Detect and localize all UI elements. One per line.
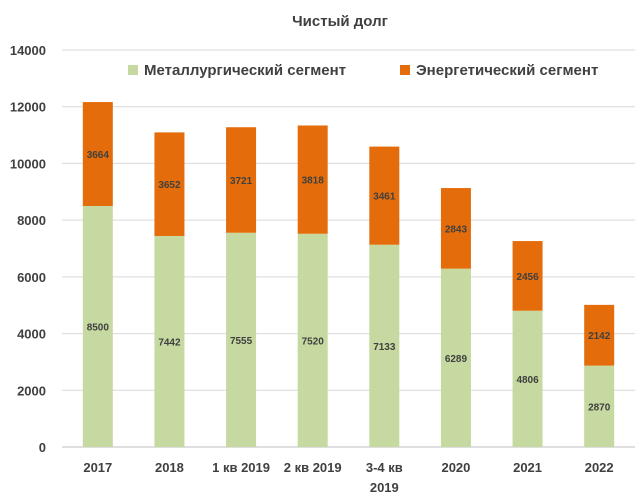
bar-metallurgical [82, 205, 113, 447]
data-label: 2843 [445, 224, 468, 235]
bar-metallurgical [226, 232, 257, 447]
grid-lines [62, 49, 635, 448]
bar-metallurgical [584, 365, 615, 447]
legend: Металлургический сегмент Энергетический с… [128, 62, 598, 79]
bar-metallurgical [154, 235, 185, 447]
data-label: 7442 [158, 337, 181, 348]
x-tick-label: 3-4 кв [366, 460, 403, 475]
data-label: 3818 [302, 176, 325, 187]
bar-energy [226, 127, 257, 233]
data-label: 3721 [230, 176, 253, 187]
data-labels: 8500 3664 7442 3652 7555 3721 7520 3818 7133 3461… [87, 150, 611, 413]
legend-swatch [128, 65, 138, 75]
legend-label: Металлургический сегмент [144, 62, 346, 79]
y-tick-label: 14000 [10, 43, 46, 58]
y-tick-label: 6000 [17, 270, 46, 285]
data-label: 8500 [87, 322, 110, 333]
data-label: 2142 [588, 331, 611, 342]
bar-energy [440, 188, 471, 269]
x-tick-label: 2017 [83, 460, 112, 475]
bar-metallurgical [512, 310, 543, 447]
data-label: 3652 [158, 180, 181, 191]
data-label: 7133 [373, 342, 396, 353]
bar-energy [584, 304, 615, 366]
bar-energy [369, 146, 400, 245]
y-axis: 0 2000 4000 6000 8000 10000 12000 14000 [10, 43, 46, 455]
bar-metallurgical [440, 268, 471, 447]
chart-title: Чистый долг [292, 13, 388, 30]
data-label: 3664 [87, 150, 110, 161]
data-label: 4806 [516, 375, 539, 386]
legend-swatch [400, 65, 410, 75]
x-axis: 2017 2018 1 кв 2019 2 кв 2019 3-4 кв 2019 2020… [83, 460, 613, 495]
x-tick-label: 2018 [155, 460, 184, 475]
data-label: 7555 [230, 336, 253, 347]
data-label: 7520 [302, 336, 325, 347]
bar-metallurgical [369, 244, 400, 447]
data-label: 6289 [445, 354, 468, 365]
y-tick-label: 10000 [10, 156, 46, 171]
x-tick-label: 2022 [585, 460, 614, 475]
bar-energy [297, 125, 328, 234]
bars [82, 102, 615, 447]
y-tick-label: 0 [39, 440, 46, 455]
bar-energy [512, 241, 543, 311]
bar-metallurgical [297, 233, 328, 447]
legend-label: Энергетический сегмент [416, 62, 598, 79]
x-tick-label: 2021 [513, 460, 542, 475]
data-label: 3461 [373, 192, 396, 203]
y-tick-label: 4000 [17, 327, 46, 342]
x-tick-label: 2020 [441, 460, 470, 475]
bar-energy [154, 132, 185, 236]
x-tick-label: 1 кв 2019 [212, 460, 270, 475]
data-label: 2456 [516, 272, 539, 283]
data-label: 2870 [588, 402, 611, 413]
x-tick-label-line2: 2019 [370, 480, 399, 495]
bar-energy [82, 102, 113, 206]
x-tick-label: 2 кв 2019 [284, 460, 342, 475]
y-tick-label: 8000 [17, 213, 46, 228]
y-tick-label: 12000 [10, 100, 46, 115]
y-tick-label: 2000 [17, 383, 46, 398]
